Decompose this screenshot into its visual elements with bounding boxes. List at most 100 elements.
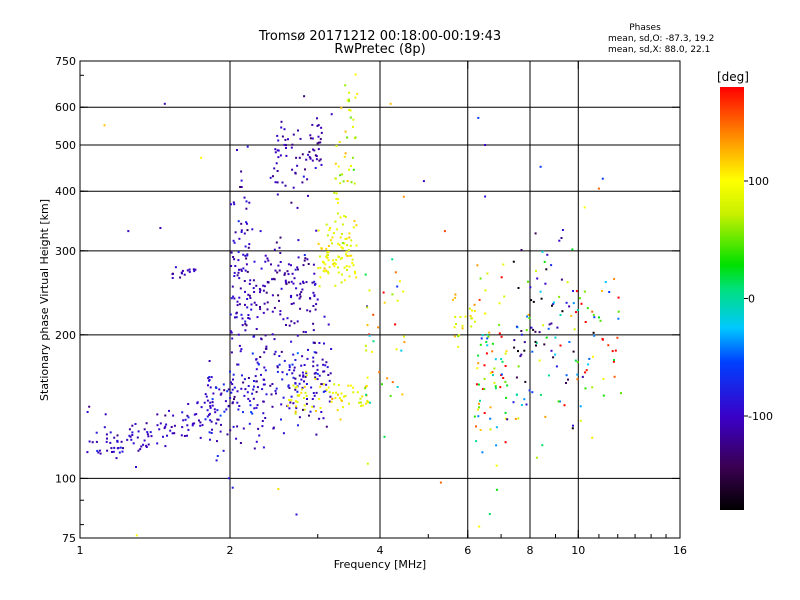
data-point [345, 253, 347, 256]
data-point [275, 162, 278, 165]
data-point [283, 359, 286, 362]
data-point [309, 134, 312, 137]
data-point [233, 203, 236, 206]
data-point [552, 356, 555, 359]
data-point [286, 373, 288, 376]
data-point [377, 326, 380, 329]
data-point [219, 414, 222, 417]
data-point [238, 405, 241, 407]
data-point [314, 283, 317, 285]
data-point [255, 406, 258, 409]
data-point [305, 370, 308, 373]
data-point [489, 428, 492, 431]
data-point [531, 350, 534, 353]
data-point [283, 273, 286, 276]
data-point [265, 345, 268, 348]
data-point [337, 266, 339, 269]
data-point [211, 404, 214, 407]
x-tick-label: 10 [571, 544, 585, 557]
data-point [299, 307, 302, 310]
data-point [295, 513, 298, 516]
data-point [512, 260, 515, 263]
data-point [579, 405, 582, 408]
data-point [240, 313, 243, 316]
data-point [383, 301, 386, 304]
data-point [312, 329, 315, 332]
data-point [492, 374, 494, 377]
data-point [282, 318, 285, 321]
data-point [216, 409, 219, 412]
data-point [478, 525, 481, 528]
data-point [477, 383, 480, 386]
data-point [249, 297, 252, 299]
data-point [249, 404, 252, 407]
data-point [295, 385, 298, 388]
data-point [320, 247, 323, 250]
data-point [281, 135, 284, 138]
data-point [454, 293, 457, 296]
data-point [181, 272, 183, 275]
colorbar-ticks: 100 0 -100 [744, 175, 773, 423]
data-point [568, 305, 571, 308]
data-point [361, 404, 364, 407]
data-point [255, 368, 258, 371]
data-point [186, 434, 188, 437]
y-tick-label: 400 [55, 185, 76, 198]
data-point [233, 398, 235, 401]
data-point [322, 390, 325, 393]
data-point [317, 229, 320, 232]
data-point [296, 394, 299, 397]
data-point [617, 296, 620, 299]
data-point [199, 421, 202, 424]
data-point [270, 393, 273, 396]
data-point [348, 98, 350, 101]
data-point [234, 231, 237, 234]
data-point [315, 433, 318, 436]
data-point [264, 260, 267, 263]
data-point [142, 443, 145, 446]
chart-title: Tromsø 20171212 00:18:00-00:19:43 [258, 29, 501, 44]
data-point [394, 271, 397, 274]
data-point [244, 269, 247, 272]
data-point [578, 297, 581, 300]
data-point [334, 162, 337, 165]
data-point [259, 306, 261, 308]
data-point [131, 424, 134, 427]
data-point [324, 263, 327, 266]
data-point [317, 267, 320, 270]
data-point [348, 275, 351, 278]
data-point [186, 424, 189, 427]
data-point [504, 411, 507, 414]
data-point [349, 384, 352, 387]
data-point [290, 264, 292, 267]
data-point [348, 254, 351, 257]
data-point [468, 307, 471, 310]
data-point [546, 253, 549, 256]
data-point [307, 153, 310, 156]
data-point [325, 247, 328, 250]
data-point [372, 340, 375, 343]
data-point [245, 207, 248, 210]
data-point [500, 335, 503, 338]
data-point [491, 350, 494, 353]
data-point [313, 272, 316, 275]
data-point [147, 443, 150, 446]
data-point [232, 425, 235, 428]
data-point [181, 426, 184, 429]
data-point [203, 401, 206, 404]
data-point [308, 156, 311, 159]
data-point [325, 223, 328, 226]
data-point [284, 138, 287, 141]
data-point [495, 426, 498, 429]
data-point [523, 341, 526, 344]
data-point [171, 432, 174, 435]
data-point [494, 387, 497, 390]
data-point [212, 392, 215, 395]
data-point [346, 255, 349, 257]
data-point [325, 383, 328, 386]
data-point [592, 355, 594, 358]
data-point [333, 191, 336, 194]
data-point [233, 386, 236, 389]
data-point [208, 360, 211, 362]
data-point [243, 394, 246, 397]
